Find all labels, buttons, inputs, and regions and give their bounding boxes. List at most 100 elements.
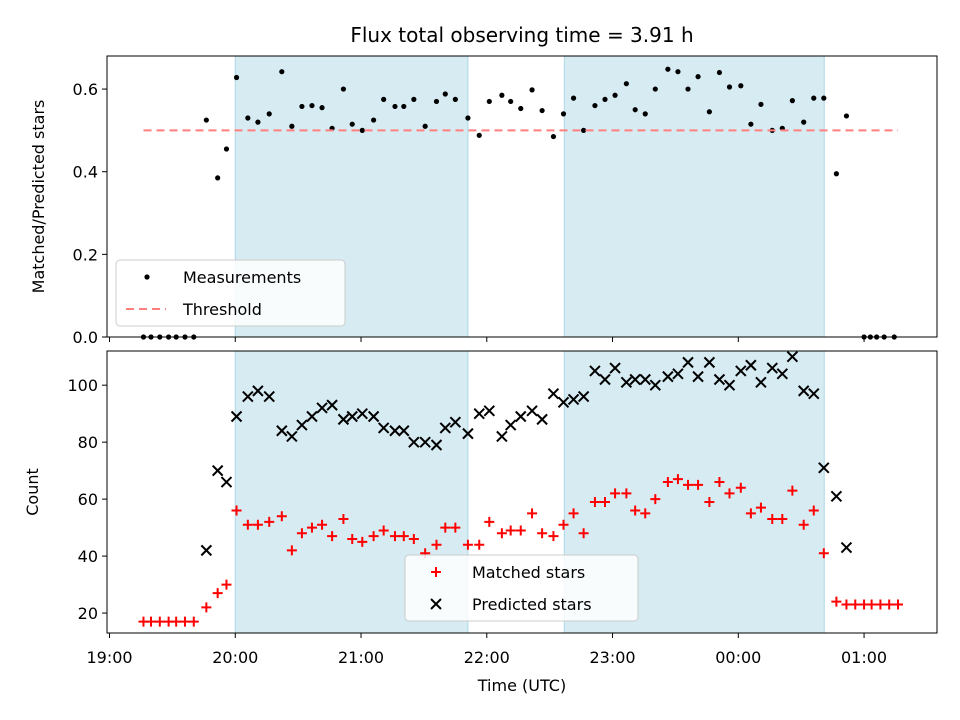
predicted-stars-point (367, 410, 380, 423)
measurement-point (748, 121, 754, 127)
predicted-stars-point (346, 410, 358, 423)
predicted-stars-point (306, 410, 318, 423)
measurement-point (349, 121, 355, 127)
predicted-stars-point (449, 416, 462, 428)
top-panel: 0.0 0.2 0.4 0.6 Matched/Predicted stars Measu… (29, 55, 938, 347)
matched-stars-point (808, 505, 819, 516)
matched-stars-point (357, 536, 368, 547)
matched-stars-point (317, 519, 328, 530)
measurement-point (570, 95, 577, 101)
predicted-stars-point (589, 365, 601, 377)
matched-stars-point (767, 514, 778, 525)
predicted-stars-point (557, 396, 570, 408)
predicted-stars-point (818, 462, 830, 474)
measurement-point (465, 115, 471, 121)
matched-stars-point (850, 599, 861, 610)
measurement-point (706, 109, 712, 115)
measurement-point (255, 119, 261, 125)
x-tick-label: 19:00 (86, 648, 132, 667)
predicted-stars-point (389, 425, 401, 437)
matched-stars-point (735, 482, 746, 493)
predicted-stars-point (252, 385, 264, 397)
matched-stars-point (171, 616, 182, 627)
predicted-stars-point (504, 419, 517, 431)
measurement-point (299, 103, 305, 110)
matched-stars-point (154, 616, 165, 627)
matched-stars-point (798, 519, 809, 530)
matched-stars-point (347, 534, 358, 544)
predicted-stars-point (316, 402, 328, 414)
y-tick-label: 0.6 (73, 80, 98, 99)
predicted-stars-point (662, 370, 674, 383)
measurement-point (508, 98, 514, 105)
measurement-point (801, 119, 807, 125)
x-tick-label: 01:00 (841, 648, 887, 667)
matched-stars-point (408, 534, 419, 544)
x-tick-label: 23:00 (589, 648, 635, 667)
matched-stars-point (683, 479, 693, 490)
measurement-point (811, 95, 817, 101)
legend-swatch (430, 598, 442, 610)
predicted-stars-point (496, 430, 508, 443)
y-tick-label: 0.0 (73, 328, 98, 347)
matched-stars-point (745, 508, 756, 519)
predicted-stars-point (536, 413, 548, 426)
predicted-stars-point (220, 476, 233, 488)
measurement-point (319, 105, 325, 111)
predicted-stars-point (526, 405, 538, 417)
measurement-point (539, 107, 545, 114)
predicted-stars-point (276, 425, 288, 437)
matched-stars-point (264, 516, 275, 527)
chart-title: Flux total observing time = 3.91 h (350, 23, 693, 47)
matched-stars-point (640, 508, 651, 519)
measurement-point (529, 87, 535, 93)
axes-frame (106, 350, 938, 634)
measurement-point (371, 117, 377, 123)
predicted-stars-point (337, 413, 350, 426)
measurement-point (560, 111, 567, 117)
matched-stars-point (866, 599, 877, 610)
predicted-stars-point (766, 362, 778, 374)
matched-stars-point (286, 545, 297, 556)
matched-stars-point (884, 599, 895, 610)
matched-stars-point (610, 488, 621, 499)
predicted-stars-point (430, 439, 443, 451)
predicted-stars-point (200, 544, 213, 557)
measurement-point (266, 111, 272, 117)
predicted-stars-point (776, 368, 789, 380)
legend-label: Matched stars (472, 563, 585, 582)
predicted-stars-point (639, 373, 651, 386)
measurement-point (726, 84, 733, 90)
y-tick-label: 60 (78, 490, 98, 509)
legend-box (404, 554, 639, 622)
matched-stars-point (212, 588, 223, 599)
y-tick-label: 40 (78, 547, 98, 566)
y-tick-label: 20 (78, 604, 98, 623)
matched-stars-point (221, 579, 232, 590)
predicted-stars-point (609, 362, 621, 374)
predicted-stars-point (620, 376, 633, 389)
matched-stars-point (662, 477, 673, 488)
measurement-point (422, 123, 428, 129)
matched-stars-point (389, 531, 400, 542)
predicted-stars-point (786, 350, 799, 363)
predicted-stars-point (242, 390, 254, 403)
matched-stars-point (306, 522, 317, 533)
x-tick-label: 00:00 (715, 648, 761, 667)
matched-stars-point (431, 539, 442, 550)
predicted-stars-point (515, 410, 527, 423)
predicted-stars-point (672, 368, 684, 380)
matched-stars-point (474, 539, 485, 550)
predicted-stars-point (755, 376, 767, 389)
matched-stars-point (755, 502, 766, 513)
matched-stars-point (831, 596, 842, 607)
y-tick-label: 100 (67, 376, 98, 395)
predicted-stars-point (483, 405, 496, 417)
matched-stars-point (179, 616, 190, 627)
predicted-stars-point (797, 385, 810, 397)
measurement-point (233, 74, 240, 81)
measurement-point (612, 92, 618, 98)
measurement-point (833, 171, 839, 177)
measurement-point (642, 111, 648, 117)
